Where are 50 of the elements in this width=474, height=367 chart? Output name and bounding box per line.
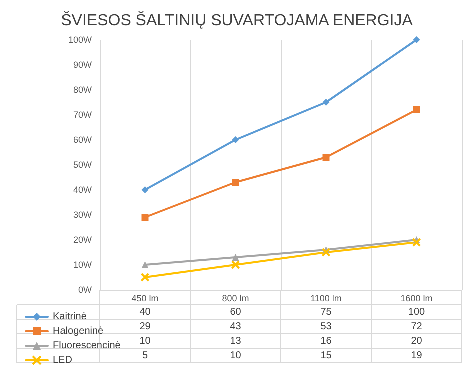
y-tick-label: 20W: [73, 235, 92, 245]
x-tick-label: 1100 lm: [310, 294, 342, 304]
y-tick-label: 60W: [73, 135, 92, 145]
data-label: 20: [411, 336, 423, 347]
x-tick-label: 450 lm: [132, 294, 159, 304]
y-tick-label: 90W: [73, 60, 92, 70]
data-label: 100: [408, 306, 426, 318]
point: [413, 106, 420, 114]
data-label: 75: [320, 306, 332, 318]
chart-title: ŠVIESOS ŠALTINIŲ SUVARTOJAMA ENERGIJA: [61, 12, 414, 30]
point: [231, 260, 240, 270]
data-label: 13: [230, 336, 242, 347]
data-label: 40: [140, 306, 152, 318]
data-label: 53: [320, 321, 332, 332]
legend-label: LED: [53, 355, 72, 366]
point: [142, 262, 149, 268]
legend-label: Halogeninė: [53, 326, 104, 337]
y-tick-label: 70W: [73, 110, 92, 120]
data-label: 43: [230, 321, 242, 332]
data-label: 60: [230, 306, 242, 318]
y-tick-label: 0W: [78, 285, 93, 295]
point: [413, 36, 420, 44]
point: [140, 273, 150, 282]
point: [232, 179, 240, 186]
legend-label: Fluorescencinė: [53, 340, 122, 352]
point: [322, 248, 331, 257]
data-label: 72: [411, 321, 423, 332]
data-label: 29: [140, 321, 152, 332]
point: [232, 136, 240, 144]
data-label: 15: [320, 350, 332, 362]
point: [322, 99, 330, 106]
point: [142, 186, 149, 194]
x-tick-label: 1600 lm: [400, 294, 433, 304]
point: [232, 254, 240, 261]
point: [412, 238, 422, 247]
data-label: 19: [411, 350, 423, 362]
y-tick-label: 10W: [73, 260, 92, 270]
point: [322, 154, 330, 161]
y-tick-label: 30W: [73, 210, 92, 220]
y-tick-label: 80W: [73, 85, 92, 95]
y-tick-label: 50W: [73, 160, 92, 170]
data-label: 10: [230, 350, 242, 362]
legend-label: Kaitrinė: [53, 312, 88, 322]
point: [142, 214, 149, 221]
x-tick-label: 800 lm: [222, 294, 250, 304]
data-label: 16: [320, 336, 332, 347]
y-tick-label: 40W: [73, 185, 92, 195]
data-label: 5: [142, 350, 148, 362]
data-label: 10: [140, 336, 152, 347]
y-tick-label: 100W: [68, 35, 92, 45]
